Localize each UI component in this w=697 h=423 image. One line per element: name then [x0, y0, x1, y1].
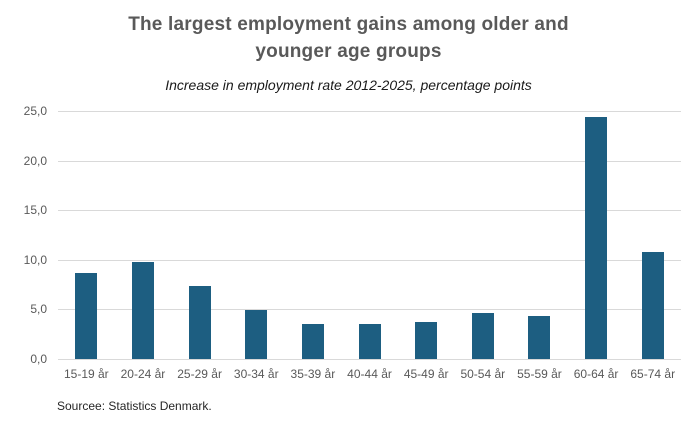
- bar-30-34-år: [245, 310, 268, 359]
- bars-layer: [58, 111, 681, 359]
- x-tick-label: 50-54 år: [460, 367, 506, 381]
- x-tick-label: 15-19 år: [63, 367, 109, 381]
- bar-slot: [341, 111, 398, 359]
- bar-slot: [398, 111, 455, 359]
- x-tick-label: 65-74 år: [630, 367, 676, 381]
- gridline: [58, 309, 681, 311]
- x-tick-label: 45-49 år: [403, 367, 449, 381]
- chart-subtitle: Increase in employment rate 2012-2025, p…: [165, 77, 532, 93]
- x-axis: 15-19 år 20-24 år 25-29 år 30-34 år 35-39 år…: [58, 367, 681, 381]
- bar-55-59-år: [528, 316, 551, 359]
- bar-slot: [58, 111, 115, 359]
- y-axis: 0,0 5,0 10,0 15,0 20,0 25,0: [0, 104, 47, 366]
- x-tick-label: 55-59 år: [517, 367, 562, 381]
- bar-40-44-år: [358, 324, 381, 359]
- x-tick-label: 40-44 år: [347, 367, 392, 381]
- y-tick-label: 0,0: [30, 352, 47, 366]
- y-tick-label: 15,0: [23, 203, 47, 218]
- bar-15-19-år: [75, 272, 98, 359]
- bar-60-64-år: [585, 116, 608, 359]
- gridline: [58, 210, 681, 212]
- plot-area: [58, 111, 681, 360]
- bar-slot: [511, 111, 568, 359]
- bar-slot: [454, 111, 511, 359]
- x-tick-label: 60-64 år: [573, 367, 619, 381]
- bar-50-54-år: [471, 313, 494, 359]
- source-note: Sourcee: Statistics Denmark.: [57, 399, 212, 413]
- x-tick-label: 30-34 år: [233, 367, 279, 381]
- x-tick-label: 25-29 år: [177, 367, 222, 381]
- bar-25-29-år: [188, 285, 211, 359]
- x-tick-label: 35-39 år: [290, 367, 336, 381]
- y-tick-label: 5,0: [30, 302, 47, 317]
- bar-65-74-år: [641, 251, 664, 359]
- bar-slot: [115, 111, 172, 359]
- bar-slot: [624, 111, 681, 359]
- bar-45-49-år: [415, 322, 438, 359]
- bar-slot: [568, 111, 625, 359]
- gridline: [58, 359, 681, 360]
- gridline: [58, 160, 681, 162]
- chart-title: The largest employment gains among older…: [128, 14, 569, 62]
- gridline: [58, 259, 681, 261]
- y-tick-label: 25,0: [23, 104, 47, 118]
- gridline: [58, 111, 681, 112]
- bar-20-24-år: [131, 261, 154, 359]
- bar-slot: [285, 111, 342, 359]
- y-tick-label: 20,0: [23, 153, 47, 168]
- y-tick-label: 10,0: [23, 252, 47, 267]
- bar-slot: [228, 111, 285, 359]
- bar-35-39-år: [301, 324, 324, 359]
- bar-slot: [171, 111, 228, 359]
- x-tick-label: 20-24 år: [120, 367, 166, 381]
